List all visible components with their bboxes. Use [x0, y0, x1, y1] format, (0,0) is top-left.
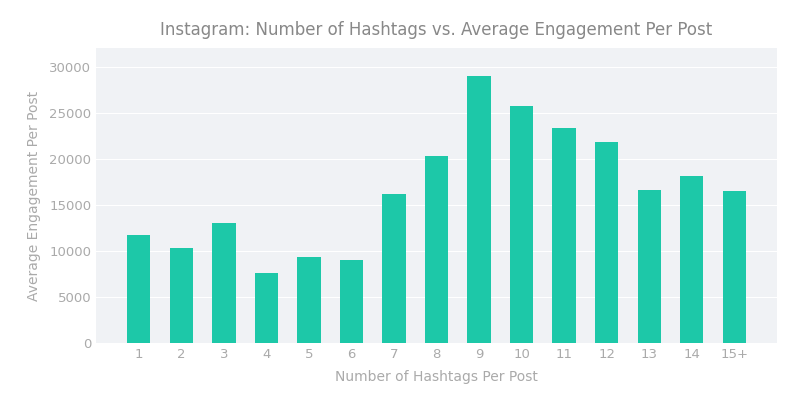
Bar — [468, 76, 491, 343]
Bar — [255, 274, 278, 343]
Bar — [297, 257, 320, 343]
Bar — [382, 194, 405, 343]
Y-axis label: Average Engagement Per Post: Average Engagement Per Post — [26, 91, 41, 301]
Bar — [425, 156, 449, 343]
X-axis label: Number of Hashtags Per Post: Number of Hashtags Per Post — [335, 370, 538, 383]
Title: Instagram: Number of Hashtags vs. Average Engagement Per Post: Instagram: Number of Hashtags vs. Averag… — [160, 21, 713, 39]
Bar — [170, 248, 193, 343]
Bar — [723, 191, 746, 343]
Bar — [127, 235, 151, 343]
Bar — [212, 223, 235, 343]
Bar — [595, 143, 618, 343]
Bar — [553, 128, 576, 343]
Bar — [638, 190, 661, 343]
Bar — [340, 259, 363, 343]
Bar — [680, 176, 703, 343]
Bar — [510, 105, 533, 343]
